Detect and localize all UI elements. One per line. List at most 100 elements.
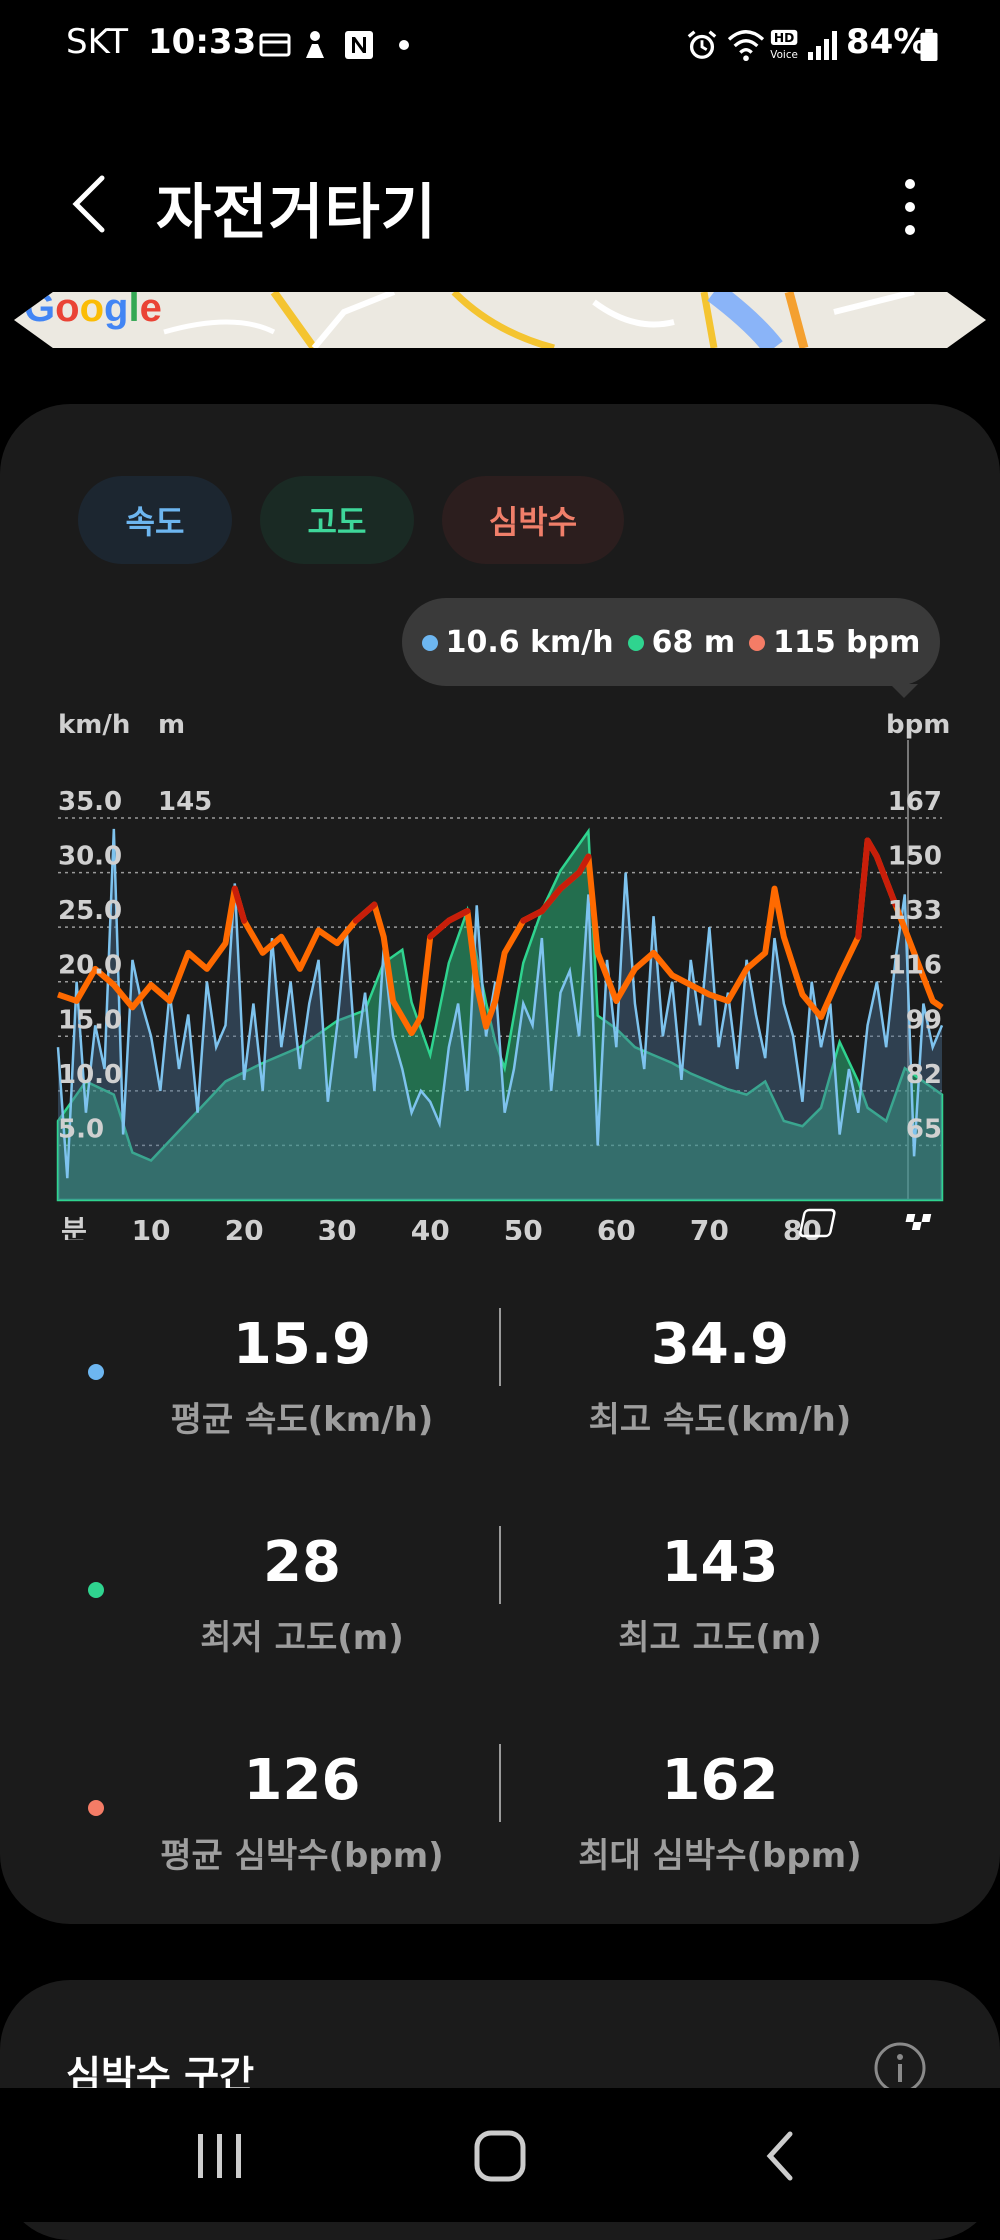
route-map[interactable]: Google: [14, 292, 986, 348]
speed-tick-label: 30.0: [58, 842, 122, 872]
hr-tick-label: 150: [888, 842, 942, 872]
tooltip-speed-value: 10.6 km/h: [445, 624, 614, 660]
speed-line: [56, 828, 944, 1179]
chart-tooltip: 10.6 km/h 68 m 115 bpm: [402, 598, 940, 686]
max-speed-label: 최고 속도(km/h): [588, 1400, 852, 1440]
signal-icon: [808, 31, 837, 60]
speed-tick-label: 5.0: [58, 1114, 104, 1144]
speed-unit-label: km/h: [58, 710, 131, 740]
max-speed-value: 34.9: [650, 1312, 790, 1377]
navigation-bar: [0, 2088, 1000, 2222]
more-options-button[interactable]: [890, 172, 930, 242]
speed-tick-label: 15.0: [58, 1005, 122, 1035]
svg-text:HD: HD: [774, 31, 794, 45]
heart-rate-peak-segment: [538, 885, 564, 915]
speed-tick-label: 25.0: [58, 896, 122, 926]
x-tick-label: 분: [61, 1214, 87, 1240]
card-icon: [259, 33, 291, 57]
speed-tick-label: 10.0: [58, 1060, 122, 1090]
home-button[interactable]: [470, 2128, 530, 2184]
max-heart-rate-value: 162: [661, 1748, 779, 1813]
tab-speed[interactable]: 속도: [78, 476, 232, 564]
x-tick-label: 50: [504, 1214, 543, 1240]
back-button[interactable]: [60, 168, 120, 240]
avg-speed-label: 평균 속도(km/h): [170, 1400, 434, 1440]
tooltip-heart-rate-value: 115 bpm: [773, 624, 921, 660]
heart-rate-peak-segment: [520, 908, 545, 924]
heart-rate-peak-segment: [864, 837, 880, 860]
alarm-icon: [687, 30, 717, 59]
heart-rate-stat-dot: [88, 1800, 104, 1816]
stat-divider: [499, 1526, 501, 1604]
workout-chart[interactable]: 35.0 167 30.0 150 25.0 133 20.0 116 15.0 99 10.0 82…: [0, 740, 1000, 1240]
heart-rate-line: [57, 837, 944, 1037]
avg-heart-rate-label: 평균 심박수(bpm): [160, 1836, 444, 1876]
svg-text:Voice: Voice: [770, 49, 798, 61]
speed-tick-label: 20.0: [58, 951, 122, 981]
max-altitude-label: 최고 고도(m): [618, 1618, 822, 1658]
hr-tick-label: 133: [888, 896, 942, 926]
hr-tick-label: 116: [888, 951, 942, 981]
carrier-label: SKT: [66, 22, 129, 62]
google-logo: Google: [24, 292, 162, 330]
altitude-stat-dot: [88, 1582, 104, 1598]
min-altitude-value: 28: [263, 1530, 341, 1595]
speed-series: [56, 828, 944, 1200]
hr-tick-label: 82: [906, 1060, 942, 1090]
notification-icon: [306, 31, 324, 58]
x-tick-label: 20: [225, 1214, 264, 1240]
tooltip-altitude: 68 m: [627, 624, 736, 660]
heart-rate-peak-segment: [557, 869, 583, 892]
tooltip-heart-rate: 115 bpm: [749, 625, 920, 660]
heart-rate-peak-segment: [873, 853, 899, 908]
tooltip-speed: 10.6 km/h: [421, 624, 614, 660]
x-tick-label: 30: [318, 1214, 357, 1240]
hr-tick-label: 167: [888, 787, 942, 817]
stat-divider: [499, 1744, 501, 1822]
min-altitude-label: 최저 고도(m): [200, 1618, 404, 1658]
x-tick-label: 10: [132, 1214, 171, 1240]
x-tick-label: 60: [597, 1214, 636, 1240]
heart-rate-peak-segment: [855, 837, 871, 940]
speed-area: [58, 828, 942, 1200]
battery-icon: [920, 28, 938, 62]
heart-rate-peak-segment: [576, 853, 592, 876]
back-nav-button[interactable]: [752, 2128, 812, 2184]
n-app-icon: [345, 31, 373, 59]
stat-divider: [499, 1308, 501, 1386]
tooltip-altitude-value: 68 m: [651, 624, 736, 660]
status-clock: 10:33: [148, 22, 257, 62]
hr-tick-label: 65: [906, 1114, 942, 1144]
speed-stat-dot: [88, 1364, 104, 1380]
axis-labels: 35.0 167 30.0 150 25.0 133 20.0 116 15.0 99 10.0 82…: [58, 787, 942, 1240]
hd-voice-icon: HD Voice: [770, 29, 798, 61]
heart-rate-peak-segment: [445, 908, 471, 924]
tab-heart-rate[interactable]: 심박수: [442, 476, 624, 564]
recent-apps-button[interactable]: [190, 2128, 250, 2184]
status-bar: SKT 10:33 HD Voice 84%: [0, 0, 1000, 90]
altitude-tick-label: 145: [158, 787, 212, 817]
tab-altitude[interactable]: 고도: [260, 476, 414, 564]
altitude-unit-label: m: [158, 710, 186, 740]
x-tick-label: 40: [411, 1214, 450, 1240]
tooltip-pointer: [890, 684, 918, 698]
x-tick-label: 70: [690, 1214, 729, 1240]
wifi-icon: [727, 30, 765, 62]
battery-percent: 84%: [846, 22, 928, 62]
page-title: 자전거타기: [156, 178, 437, 248]
map-roads: [163, 292, 915, 348]
altitude-area: [56, 827, 944, 1202]
hr-unit-label: bpm: [886, 710, 951, 740]
finish-flag-icon: [799, 1208, 932, 1238]
dot-icon: [399, 40, 409, 50]
heart-rate-peak-segment: [352, 901, 378, 924]
heart-rate-series: [57, 837, 944, 1037]
heart-rate-peak-segment: [427, 917, 452, 940]
max-heart-rate-label: 최대 심박수(bpm): [578, 1836, 862, 1876]
altitude-series: [56, 827, 944, 1202]
speed-tick-label: 35.0: [58, 787, 122, 817]
avg-speed-value: 15.9: [232, 1312, 372, 1377]
heart-rate-peak-segment: [231, 885, 248, 924]
max-altitude-value: 143: [661, 1530, 779, 1595]
avg-heart-rate-value: 126: [243, 1748, 361, 1813]
